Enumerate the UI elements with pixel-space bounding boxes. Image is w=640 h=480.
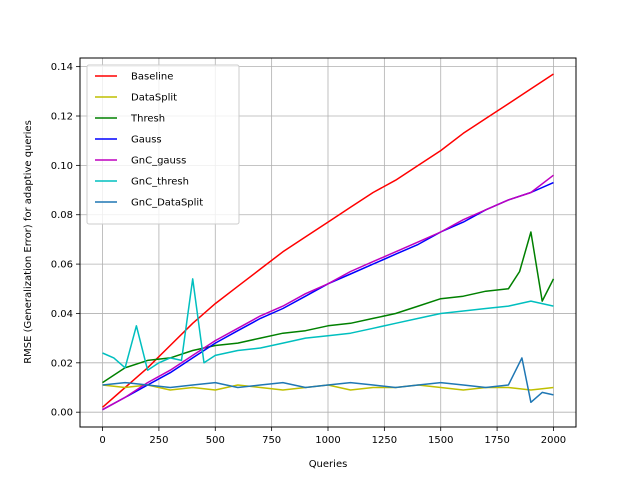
y-tick-label: 0.04: [51, 309, 73, 320]
x-tick-label: 500: [206, 435, 225, 446]
y-tick-label: 0.02: [51, 358, 73, 369]
x-tick-label: 1250: [372, 435, 397, 446]
x-axis-ticks: 0 250 500 750 1000 1250 1500 1750 2000: [99, 427, 566, 446]
legend-label: GnC_gauss: [131, 156, 186, 167]
series-line-gnc-datasplit: [102, 357, 554, 404]
y-axis-ticks: 0.00 0.02 0.04 0.06 0.08 0.10 0.12 0.14: [51, 62, 80, 419]
x-tick-label: 1000: [315, 435, 340, 446]
series-line-baseline: [102, 73, 554, 408]
x-tick-label: 1750: [484, 435, 509, 446]
x-tick-label: 750: [262, 435, 281, 446]
legend-label: DataSplit: [131, 93, 177, 104]
legend: Baseline DataSplit Thresh Gauss GnC_gauss GnC…: [86, 64, 240, 225]
legend-label: GnC_thresh: [131, 177, 189, 188]
y-tick-label: 0.14: [51, 62, 73, 73]
legend-label: Thresh: [130, 114, 165, 125]
y-tick-label: 0.00: [51, 408, 73, 419]
x-tick-label: 1500: [428, 435, 453, 446]
legend-label: Baseline: [131, 72, 173, 83]
x-tick-label: 2000: [541, 435, 566, 446]
legend-box: [86, 64, 240, 225]
x-axis-label: Queries: [309, 459, 348, 470]
series-line-gnc-thresh: [102, 278, 554, 371]
x-tick-label: 250: [149, 435, 168, 446]
y-axis-label: RMSE (Generalization Error) for adaptive…: [23, 120, 34, 364]
y-tick-label: 0.12: [51, 112, 73, 123]
y-tick-label: 0.06: [51, 260, 73, 271]
series-lines: [102, 73, 555, 411]
y-tick-label: 0.08: [51, 210, 73, 221]
series-line-thresh: [102, 231, 555, 384]
y-tick-label: 0.10: [51, 161, 73, 172]
series-line-gnc-gauss: [102, 174, 554, 411]
legend-label: Gauss: [131, 135, 162, 146]
legend-label: GnC_DataSplit: [131, 198, 203, 209]
x-tick-label: 0: [99, 435, 105, 446]
